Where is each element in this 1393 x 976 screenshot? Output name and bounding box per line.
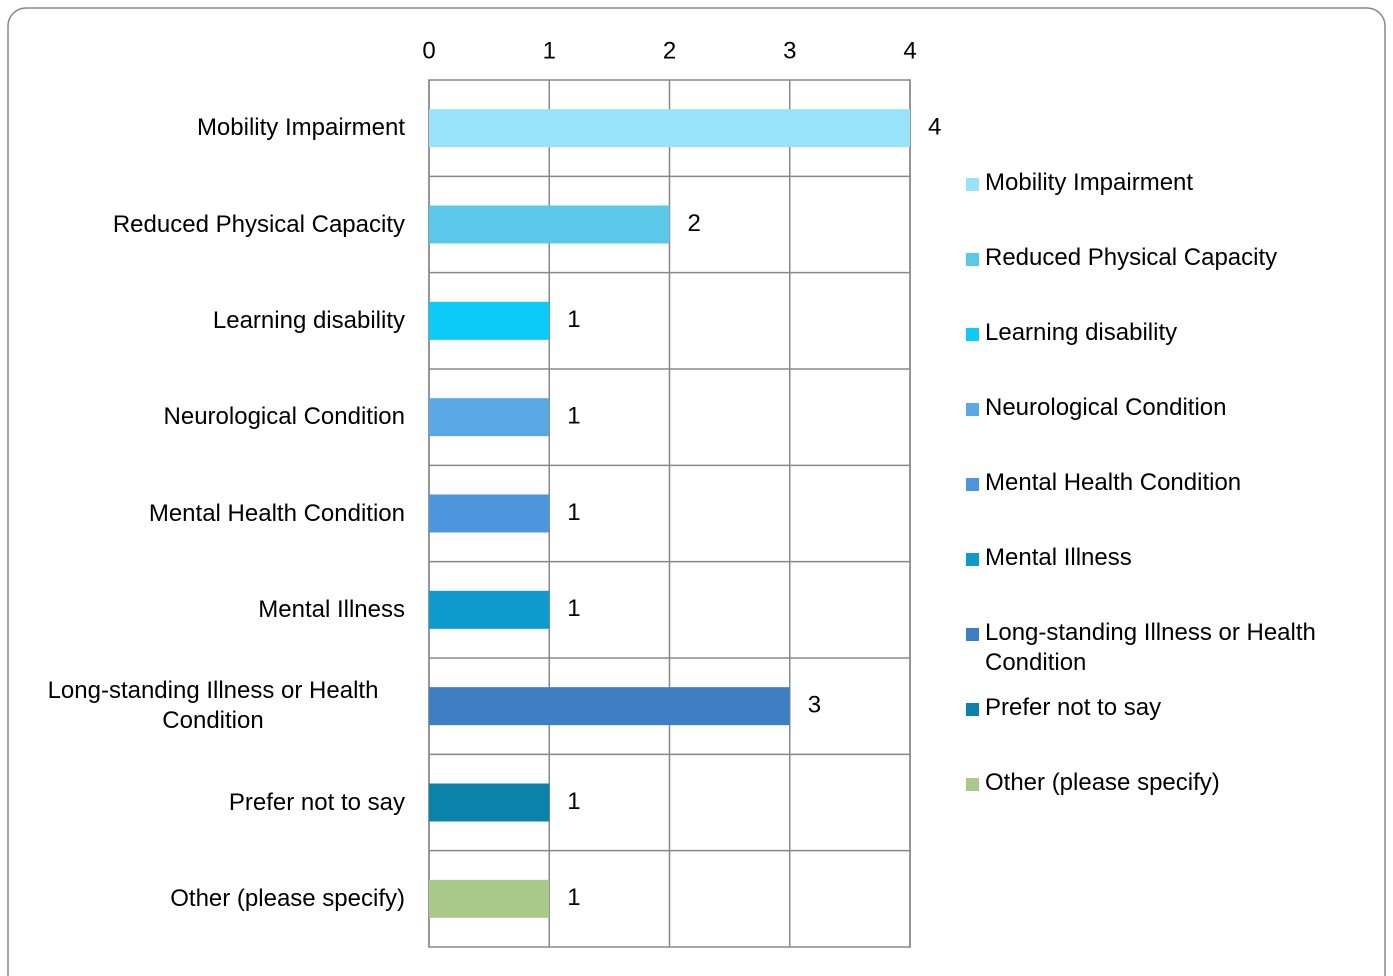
value-label: 1 [567, 499, 580, 526]
x-tick-label: 3 [783, 37, 796, 64]
y-tick-label: Mental Health Condition [148, 499, 405, 527]
value-label: 1 [567, 788, 580, 815]
legend-item: Prefer not to say [966, 693, 1366, 723]
legend-swatch [966, 628, 979, 641]
bar [429, 590, 550, 629]
value-label: 1 [567, 403, 580, 430]
frame [7, 7, 1386, 976]
legend-item: Mental Health Condition [966, 468, 1366, 498]
value-label: 4 [928, 114, 941, 141]
legend-label: Reduced Physical Capacity [985, 244, 1278, 271]
bar [429, 398, 550, 437]
value-label: 3 [808, 692, 821, 719]
bar [429, 205, 670, 244]
legend-label: Mental Illness [985, 544, 1132, 571]
legend-swatch [966, 778, 979, 791]
legend-item: Mental Illness [966, 543, 1366, 573]
legend-label: Other (please specify) [985, 769, 1220, 796]
bar [429, 494, 550, 533]
legend-label: Mental Health Condition [985, 469, 1242, 496]
legend-swatch [966, 328, 979, 341]
x-tick-label: 1 [543, 37, 556, 64]
legend-label: Mobility Impairment [985, 169, 1194, 196]
value-label: 1 [567, 884, 580, 911]
value-label: 1 [567, 595, 580, 622]
bar [429, 783, 550, 822]
bar [429, 687, 790, 726]
legend-label: Neurological Condition [985, 394, 1227, 421]
legend-swatch [966, 703, 979, 716]
legend-swatch [966, 403, 979, 416]
legend-item: Reduced Physical Capacity [966, 243, 1366, 273]
value-label: 2 [688, 210, 701, 237]
legend-item: Learning disability [966, 318, 1366, 348]
legend-item: Long-standing Illness or Health Conditio… [966, 618, 1366, 678]
legend-item: Other (please specify) [966, 768, 1366, 798]
x-tick-label: 4 [903, 37, 916, 64]
bar [429, 109, 910, 148]
x-tick-label: 0 [422, 37, 435, 64]
y-tick-label: Other (please specify) [170, 884, 405, 912]
legend-item: Neurological Condition [966, 393, 1366, 423]
legend-swatch [966, 178, 979, 191]
bar [429, 301, 550, 340]
y-tick-label: Mental Illness [258, 595, 405, 623]
y-tick-label: Long-standing Illness or Health Conditio… [47, 677, 379, 735]
legend-label: Prefer not to say [985, 694, 1162, 721]
legend-swatch [966, 478, 979, 491]
y-tick-label: Neurological Condition [163, 403, 405, 431]
legend-label: Long-standing Illness or Health Conditio… [985, 619, 1316, 676]
y-tick-label: Learning disability [212, 306, 405, 334]
x-tick-label: 2 [663, 37, 676, 64]
y-tick-label: Mobility Impairment [196, 114, 405, 142]
y-tick-label: Prefer not to say [228, 788, 405, 816]
legend-label: Learning disability [985, 319, 1178, 346]
y-tick-label: Reduced Physical Capacity [112, 210, 405, 238]
legend-swatch [966, 253, 979, 266]
legend-swatch [966, 553, 979, 566]
bar [429, 879, 550, 918]
legend-item: Mobility Impairment [966, 168, 1366, 198]
value-label: 1 [567, 306, 580, 333]
